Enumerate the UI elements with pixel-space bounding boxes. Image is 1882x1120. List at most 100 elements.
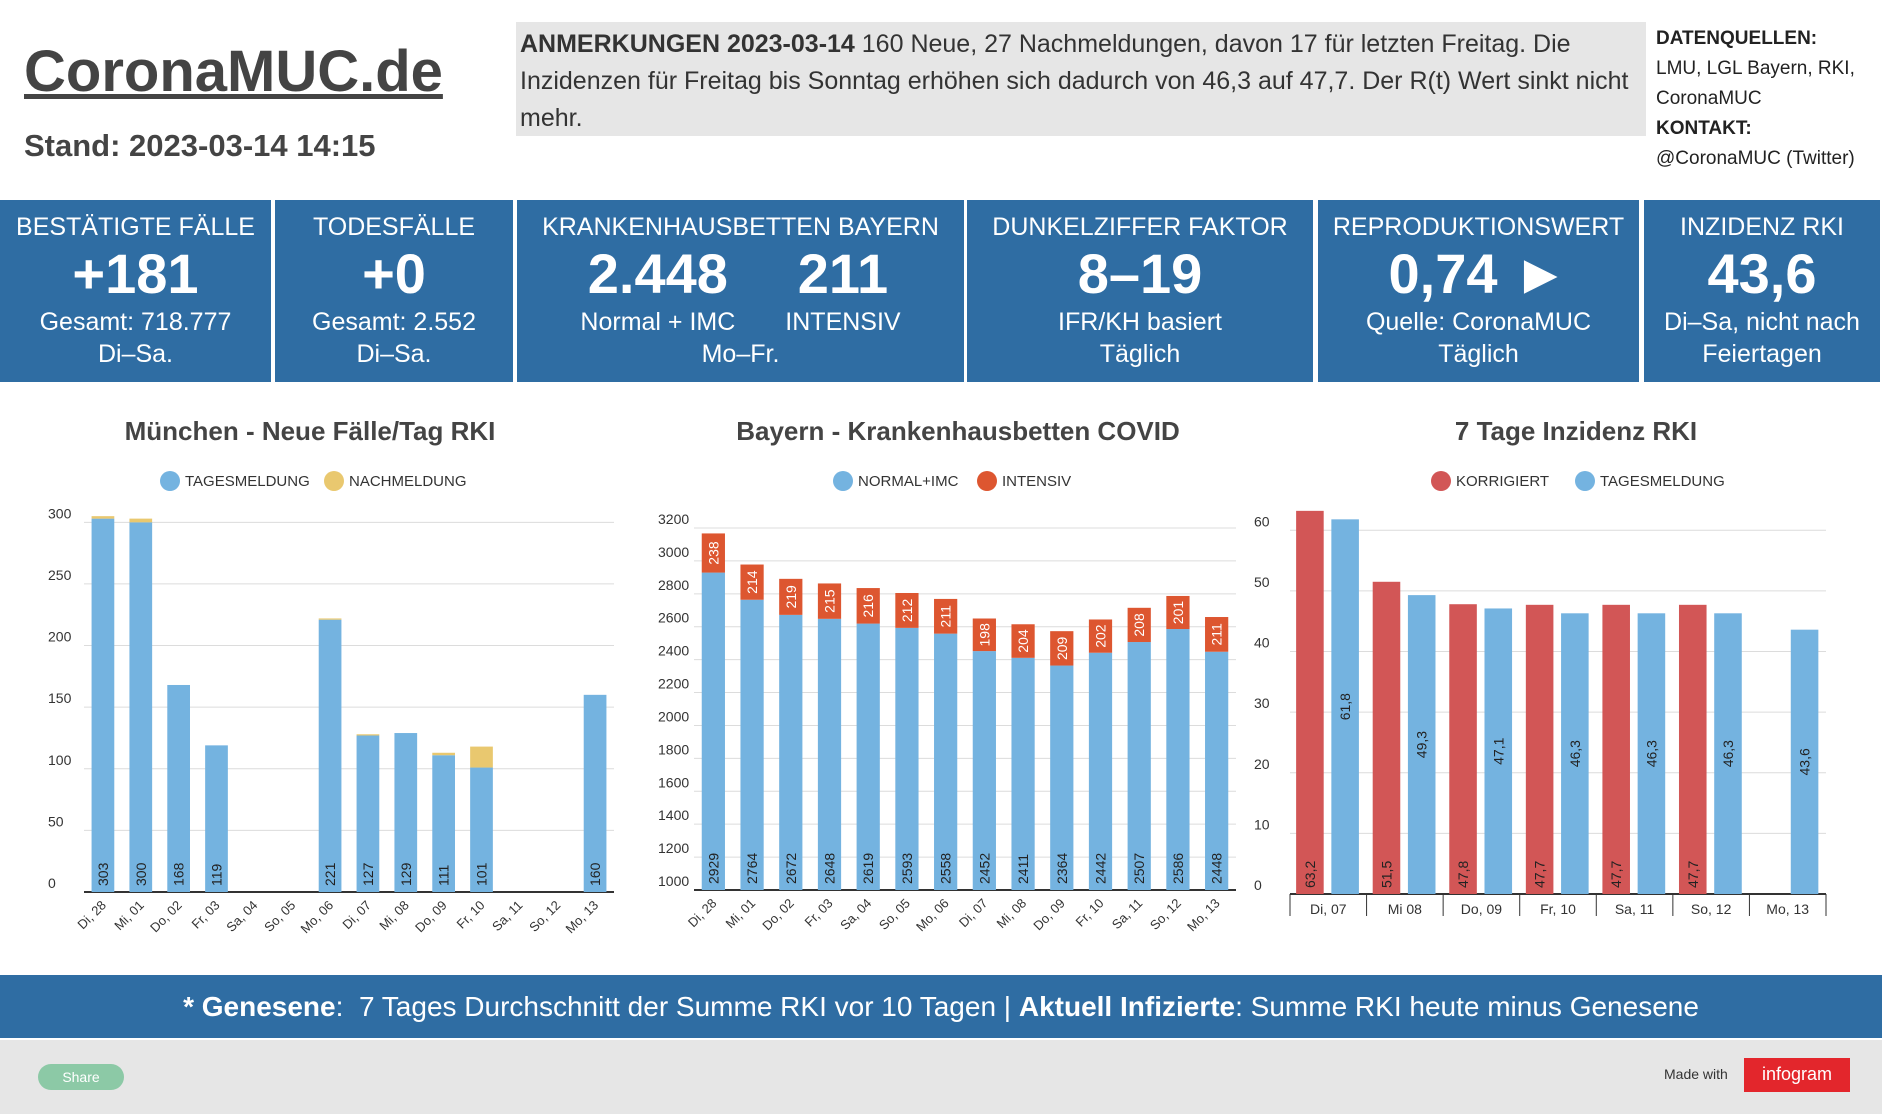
contact-text: @CoronaMUC (Twitter) (1656, 148, 1855, 169)
value-label: 2507 (1131, 853, 1147, 884)
bar (318, 619, 342, 892)
x-tick-label: Mi, 01 (111, 898, 147, 934)
x-tick-label: Do, 02 (759, 896, 797, 934)
tile-title: KRANKENHAUSBETTEN BAYERN (542, 213, 939, 241)
legend-marker (977, 471, 997, 491)
x-tick-label: Sa, 04 (837, 896, 874, 933)
y-tick-label: 200 (48, 629, 72, 645)
bar (1088, 652, 1113, 890)
bar (817, 618, 842, 890)
y-tick-label: 0 (1254, 877, 1262, 893)
tile-value: +0 (362, 242, 426, 305)
bar (1331, 519, 1359, 894)
value-label: 208 (1131, 613, 1147, 637)
tile-title: DUNKELZIFFER FAKTOR (992, 213, 1288, 241)
bar (1166, 629, 1190, 890)
tile-line: Di–Sa, nicht nach (1664, 308, 1860, 336)
x-tick-label: Do, 02 (147, 898, 185, 936)
value-label: 47,7 (1608, 861, 1624, 888)
footer-bold: * Genesene (183, 991, 336, 1022)
value-label: 212 (899, 599, 915, 623)
tile-line: IFR/KH basiert (1058, 308, 1222, 336)
value-label: 204 (1015, 629, 1031, 653)
y-tick-label: 0 (48, 875, 56, 891)
footer-bold: Aktuell Infizierte (1018, 991, 1236, 1022)
bar (129, 522, 153, 892)
notes: ANMERKUNGEN 2023-03-14 160 Neue, 27 Nach… (516, 22, 1646, 136)
legend-label: TAGESMELDUNG (1600, 473, 1725, 490)
x-tick-label: Di, 28 (685, 896, 720, 931)
legend-label: NACHMELDUNG (349, 473, 467, 490)
y-tick-label: 3200 (658, 511, 689, 527)
value-label: 211 (938, 605, 954, 628)
x-tick-label: Mi, 08 (376, 898, 412, 934)
tile-value: 43,6 (1707, 242, 1817, 305)
tile-value: 211 (797, 242, 889, 305)
bar (1678, 604, 1707, 894)
site-title[interactable]: CoronaMUC.de (24, 39, 443, 104)
bar (432, 752, 455, 756)
share-button[interactable]: Share (38, 1064, 124, 1090)
bar (1449, 604, 1477, 894)
footer: * Genesene: 7 Tages Durchschnitt der Sum… (0, 975, 1882, 1038)
value-label: 303 (95, 862, 111, 886)
value-label: 47,7 (1532, 861, 1548, 888)
value-label: 2452 (976, 853, 992, 884)
y-tick-label: 1800 (658, 741, 689, 757)
tile-line: Gesamt: 718.777 (39, 308, 232, 336)
bar (972, 651, 996, 890)
value-label: 2929 (705, 853, 721, 884)
bar (167, 684, 190, 892)
tile: DUNKELZIFFER FAKTOR 8–19 IFR/KH basiert … (967, 200, 1313, 382)
bar (1127, 607, 1151, 643)
x-tick-label: Mi, 01 (723, 896, 759, 932)
tile-title: TODESFÄLLE (312, 213, 476, 241)
notes-text: 160 Neue, 27 Nachmeldungen, davon 17 für… (520, 30, 1629, 132)
bar (934, 598, 958, 634)
bar (817, 583, 842, 619)
y-tick-label: 50 (48, 813, 64, 829)
bar (1525, 604, 1554, 894)
x-tick-label: So, 12 (526, 898, 563, 935)
value-label: 63,2 (1302, 861, 1318, 888)
legend-label: NORMAL+IMC (858, 473, 959, 490)
value-label: 211 (1209, 623, 1225, 646)
value-label: 2764 (744, 853, 760, 884)
tile-title: INZIDENZ RKI (1680, 213, 1844, 241)
value-label: 2411 (1015, 854, 1031, 884)
value-label: 101 (474, 862, 490, 886)
value-label: 2364 (1054, 853, 1070, 884)
tile-line: Täglich (1099, 340, 1181, 368)
tile-line: Mo–Fr. (701, 340, 780, 368)
value-label: 219 (783, 585, 799, 609)
brand-badge[interactable]: infogram (1744, 1058, 1850, 1092)
tile-value: 2.448 (587, 242, 728, 305)
value-label: 2586 (1170, 853, 1186, 884)
bar (583, 694, 607, 892)
value-label: 46,3 (1720, 740, 1736, 767)
value-label: 47,8 (1455, 861, 1471, 888)
x-tick-label: Sa, 11 (489, 898, 526, 935)
bar (1790, 629, 1819, 894)
x-tick-label: Do, 09 (1461, 901, 1502, 917)
legend-marker (160, 471, 180, 491)
x-tick-label: Mi, 08 (994, 896, 1030, 932)
bar (1011, 657, 1035, 890)
y-tick-label: 60 (1254, 513, 1270, 529)
value-label: 209 (1054, 636, 1070, 660)
bar (740, 564, 764, 600)
value-label: 61,8 (1337, 693, 1353, 720)
tile-line: Gesamt: 2.552 (312, 308, 476, 336)
value-label: 47,1 (1490, 737, 1506, 764)
tile-label: Normal + IMC (580, 308, 736, 336)
bar (740, 599, 764, 890)
tile-title: REPRODUKTIONSWERT (1332, 213, 1625, 241)
y-tick-label: 250 (48, 567, 72, 583)
value-label: 238 (705, 541, 721, 565)
tile-line: Quelle: CoronaMUC (1365, 308, 1592, 336)
x-tick-label: Mi 08 (1388, 901, 1422, 917)
y-tick-label: 2400 (658, 643, 689, 659)
y-tick-label: 1200 (658, 840, 689, 856)
bar (470, 767, 493, 892)
